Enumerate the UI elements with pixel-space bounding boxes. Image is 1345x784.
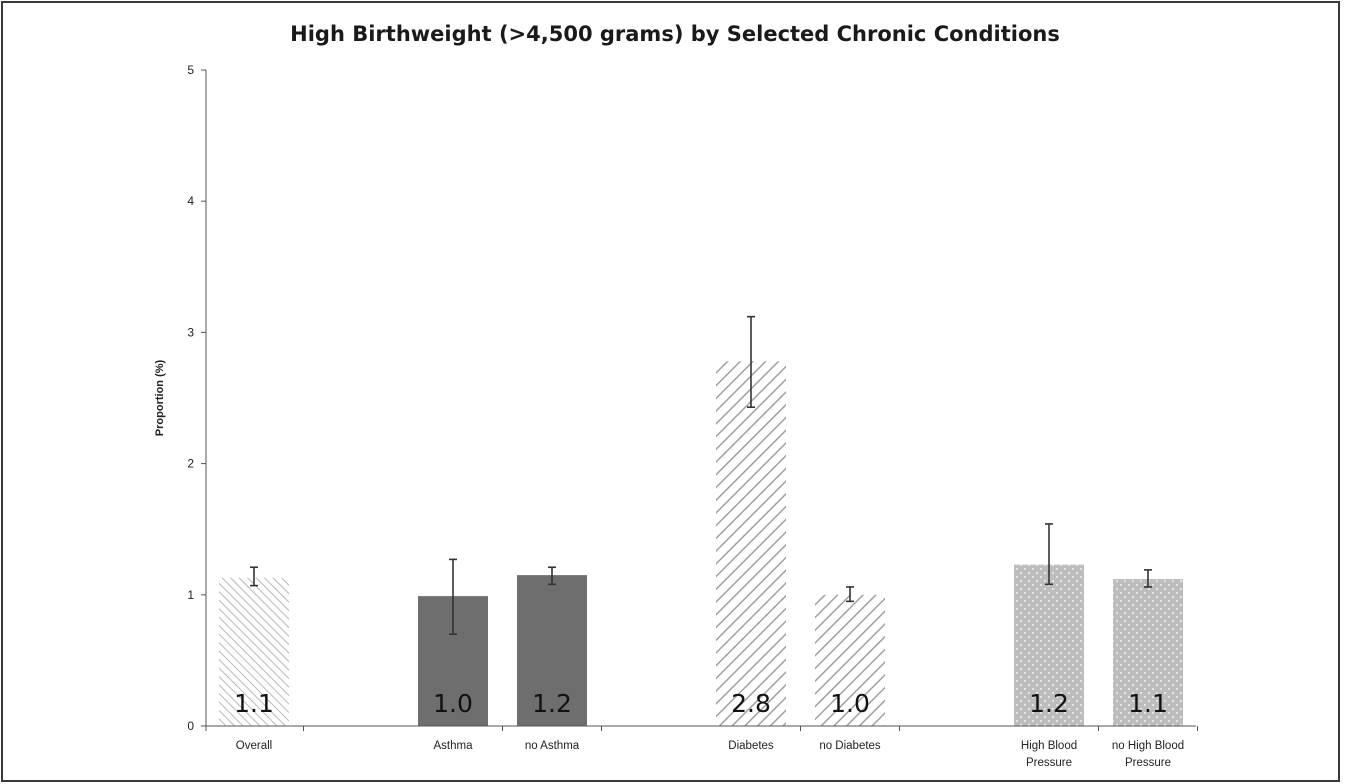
bar — [815, 594, 885, 726]
data-label: 1.2 — [532, 689, 572, 718]
bar-chart: High Birthweight (>4,500 grams) by Selec… — [154, 22, 1198, 769]
data-label: 2.8 — [731, 689, 771, 718]
x-category-label: Pressure — [1125, 757, 1171, 769]
y-tick-label: 1 — [187, 588, 194, 602]
y-tick-label: 0 — [187, 719, 194, 733]
data-label: 1.2 — [1029, 689, 1069, 718]
bar — [1113, 579, 1183, 726]
chart-title: High Birthweight (>4,500 grams) by Selec… — [290, 22, 1060, 46]
y-axis: 0 1 2 3 4 5 — [187, 63, 207, 733]
bar — [1014, 564, 1084, 726]
data-label: 1.0 — [830, 689, 870, 718]
x-category-label: Diabetes — [728, 740, 774, 752]
x-category-label: no Diabetes — [819, 740, 881, 752]
bar — [219, 577, 289, 726]
error-bar — [747, 315, 755, 408]
x-category-label: Overall — [236, 740, 272, 752]
y-tick-label: 4 — [187, 194, 194, 208]
x-category-label: Pressure — [1026, 757, 1072, 769]
x-category-label: Asthma — [434, 740, 474, 752]
error-bar — [1144, 569, 1152, 588]
data-label: 1.1 — [1128, 689, 1168, 718]
x-category-label: no High Blood — [1112, 740, 1184, 752]
error-bar — [548, 566, 556, 586]
y-tick-label: 3 — [187, 325, 194, 339]
y-axis-label: Proportion (%) — [154, 359, 166, 436]
data-label: 1.0 — [433, 689, 473, 718]
bars-group: 1.1 1.0 1.2 2.8 1.0 1.2 1.1 — [219, 315, 1183, 726]
x-category-label: High Blood — [1021, 740, 1077, 752]
error-bar — [449, 558, 457, 635]
y-tick-label: 2 — [187, 457, 194, 471]
error-bar — [1045, 523, 1053, 586]
x-category-label: no Asthma — [525, 740, 580, 752]
x-axis: Overall Asthma no Asthma Diabetes no Diabete… — [205, 725, 1198, 769]
data-label: 1.1 — [234, 689, 274, 718]
bar — [517, 575, 587, 726]
y-tick-label: 5 — [187, 63, 194, 77]
error-bar — [250, 566, 258, 587]
error-bar — [846, 586, 854, 603]
bar — [716, 361, 786, 726]
